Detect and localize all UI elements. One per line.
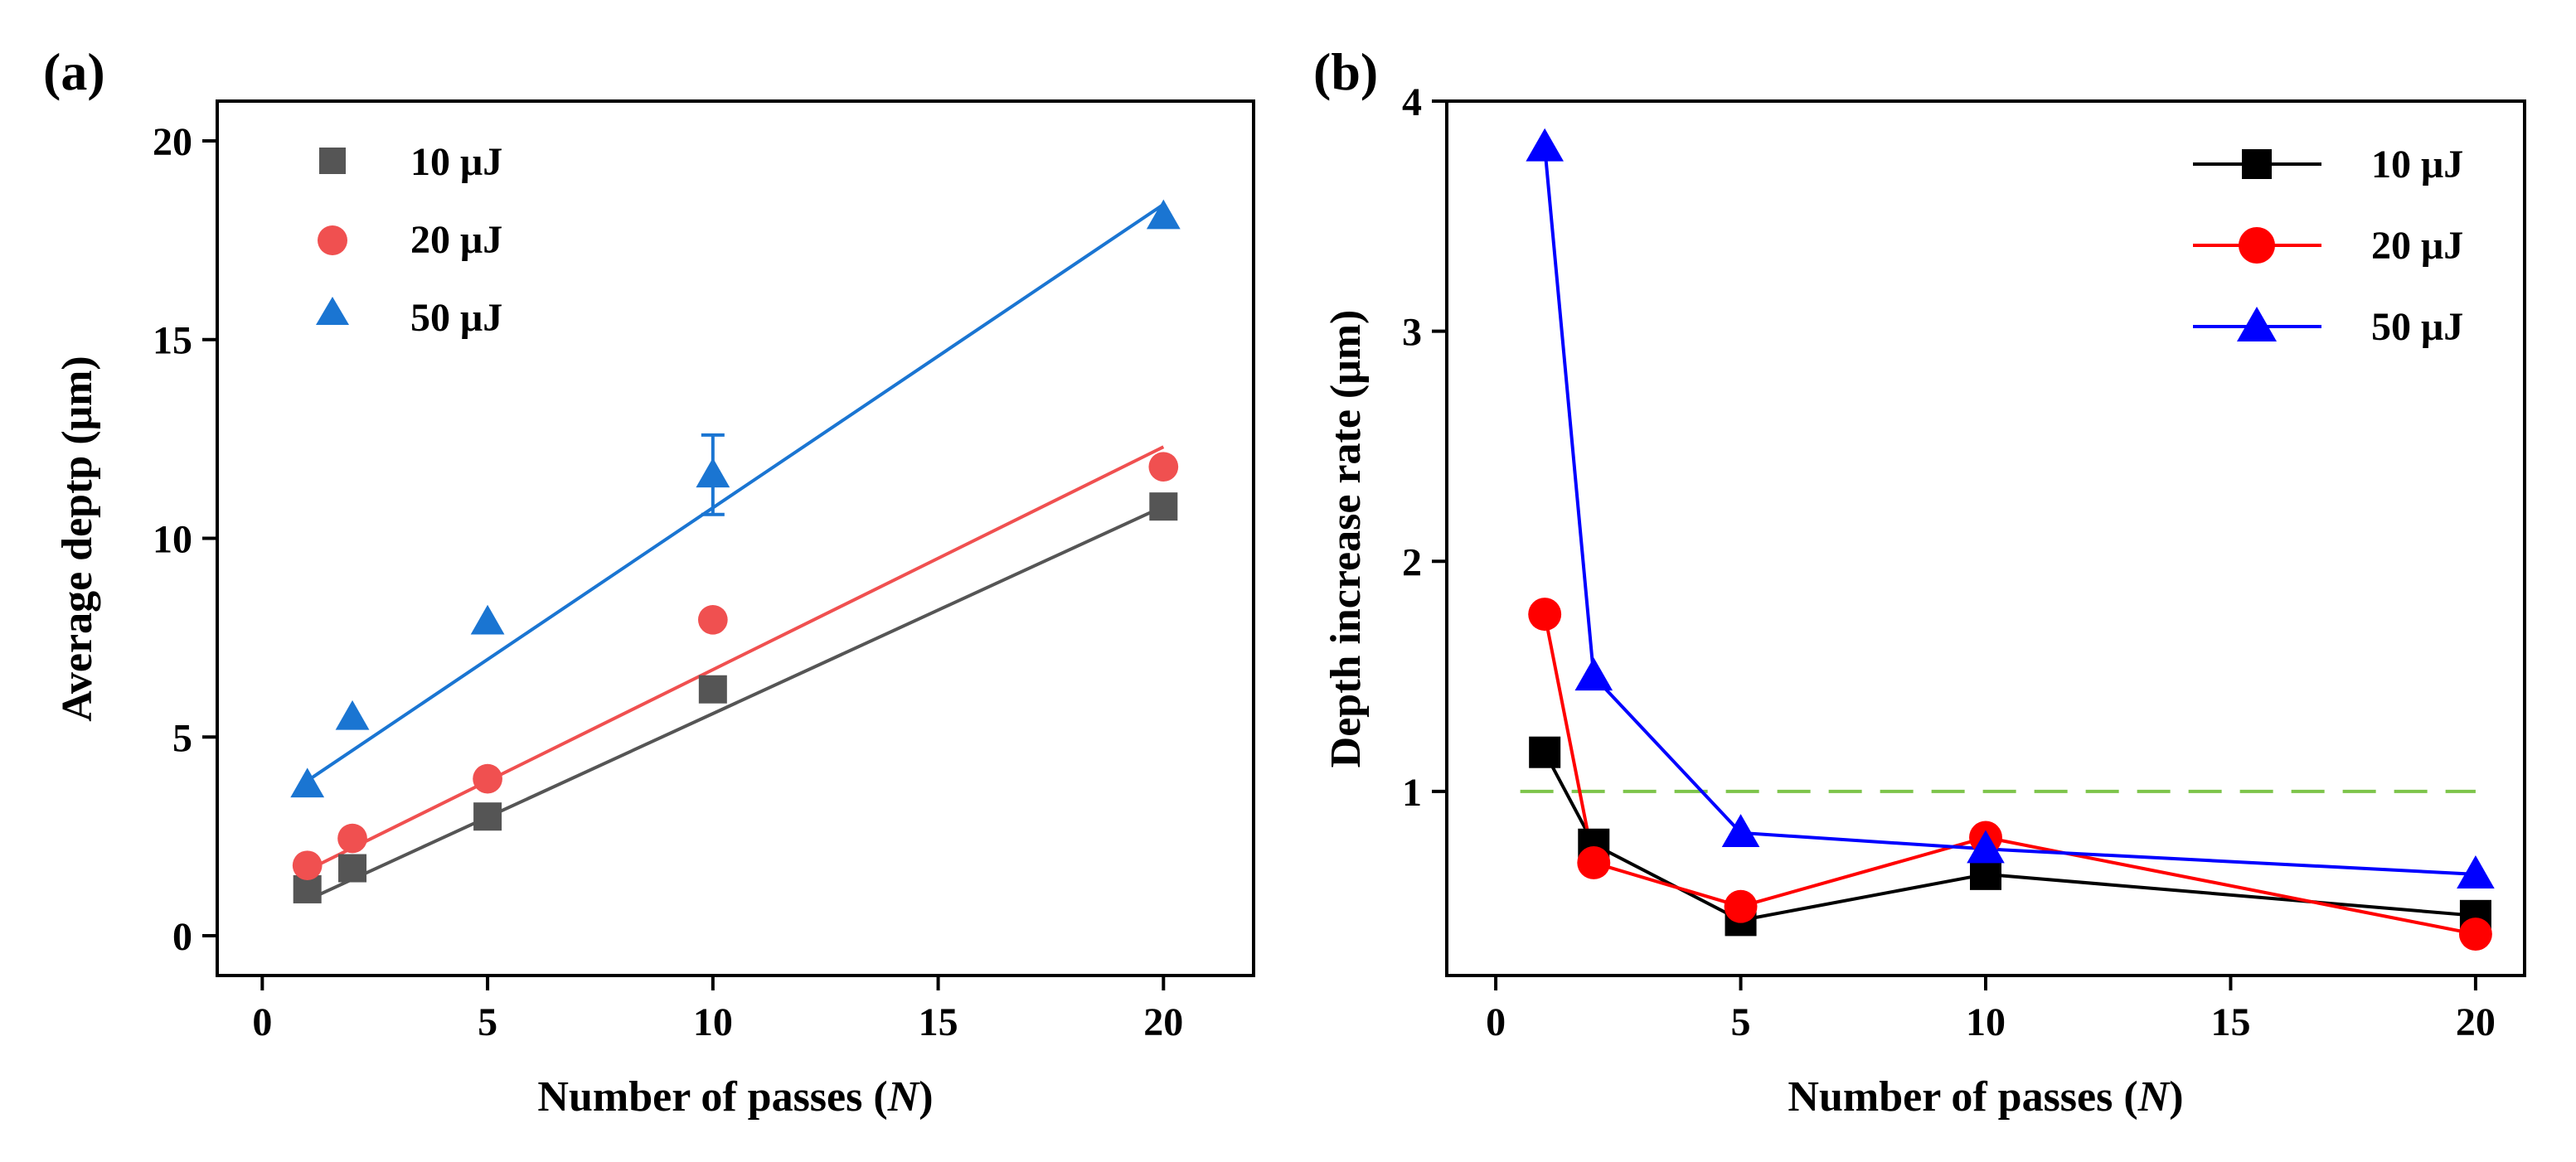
data-point-50uj: [696, 458, 730, 488]
legend-a-marker-20uj: [318, 225, 347, 255]
panel-a-y-tick-label: 0: [172, 915, 192, 959]
panel-b-x-tick-label: 15: [2210, 1000, 2250, 1044]
data-point-50uj: [335, 700, 370, 730]
data-point-20uj: [1528, 598, 1562, 632]
data-point-20uj: [1577, 846, 1611, 879]
data-point-10uj: [473, 802, 502, 831]
fit-line-10uj: [306, 505, 1165, 902]
data-point-20uj: [697, 604, 728, 635]
data-point-10uj: [338, 854, 367, 883]
panel-b-y-tick-label: 3: [1402, 311, 1422, 355]
data-point-20uj: [1724, 889, 1758, 923]
data-point-50uj: [1526, 128, 1564, 162]
panel-b-data-points: [1526, 128, 2495, 951]
panel-a-y-tick-label: 10: [153, 518, 192, 562]
panel-a-x-tick-label: 15: [919, 1000, 958, 1044]
data-point-20uj: [473, 763, 502, 794]
panel-a-x-tick-label: 20: [1143, 1000, 1183, 1044]
data-point-50uj: [1574, 657, 1613, 691]
data-point-50uj: [1146, 199, 1181, 230]
legend-a-marker-10uj: [319, 148, 346, 174]
panel-a-y-axis-title: Average deptp (μm): [54, 356, 101, 722]
panel-b-axis-ticks: 0 5 10 15 20 1 2 3 4: [1402, 80, 2496, 1044]
panel-a-x-tick-label: 10: [693, 1000, 733, 1044]
legend-a-label-10uj: 10 μJ: [410, 140, 502, 184]
fit-line-50uj: [306, 203, 1165, 782]
data-point-50uj: [1721, 814, 1760, 847]
legend-b-marker-20uj: [2239, 227, 2275, 264]
data-point-20uj: [337, 823, 367, 854]
data-point-50uj: [1967, 830, 2005, 864]
panel-b-y-tick-label: 1: [1402, 771, 1422, 815]
panel-a-label: (a): [43, 42, 105, 101]
panel-a: (a) 0 5 10 15 20 0 5 10 15 20 10 μJ 20 μJ 50 μJ N…: [43, 42, 1255, 1121]
data-point-10uj: [1529, 736, 1561, 768]
panel-a-y-tick-label: 20: [153, 120, 192, 164]
data-point-10uj: [698, 675, 727, 704]
legend-b-label-50uj: 50 μJ: [2371, 305, 2463, 349]
panel-b-x-tick-label: 10: [1966, 1000, 2006, 1044]
series-line-10uj: [1543, 751, 2477, 922]
legend-a-marker-50uj: [316, 297, 349, 325]
data-point-20uj: [2458, 917, 2492, 951]
legend-b-label-20uj: 20 μJ: [2371, 224, 2463, 268]
panel-b-y-axis-title: Depth increase rate (μm): [1322, 310, 1370, 768]
panel-a-axis-ticks: 0 5 10 15 20 0 5 10 15 20: [153, 120, 1183, 1044]
panel-a-x-tick-label: 5: [478, 1000, 497, 1044]
data-point-10uj: [1149, 492, 1178, 521]
panel-b-legend: 10 μJ 20 μJ 50 μJ: [2193, 143, 2463, 349]
panel-a-x-tick-label: 0: [252, 1000, 272, 1044]
panel-b-y-tick-label: 2: [1402, 540, 1422, 584]
panel-a-data-points: [290, 199, 1181, 903]
panel-a-fit-lines: [306, 203, 1165, 902]
legend-b-marker-10uj: [2242, 149, 2272, 179]
panel-a-y-tick-label: 5: [172, 716, 192, 760]
legend-b-marker-50uj: [2237, 307, 2277, 341]
panel-b-x-tick-label: 5: [1731, 1000, 1751, 1044]
legend-a-label-20uj: 20 μJ: [410, 218, 502, 262]
panel-b-x-tick-label: 0: [1486, 1000, 1506, 1044]
panel-b-label: (b): [1313, 42, 1378, 101]
panel-b: (b) 0 5 10 15 20 1 2 3 4 10 μJ 20 μJ 50 μJ Numbe…: [1313, 42, 2526, 1121]
data-point-10uj: [1970, 858, 2001, 890]
panel-b-series-lines: [1543, 147, 2477, 936]
legend-a-label-50uj: 50 μJ: [410, 296, 502, 340]
panel-b-y-tick-label: 4: [1402, 80, 1422, 124]
data-point-50uj: [290, 767, 325, 798]
data-point-20uj: [1148, 452, 1179, 482]
data-point-20uj: [292, 850, 323, 881]
panel-a-legend: 10 μJ 20 μJ 50 μJ: [316, 140, 502, 340]
data-point-50uj: [2457, 855, 2495, 888]
data-point-50uj: [470, 604, 505, 635]
fit-line-20uj: [306, 445, 1165, 872]
panel-b-x-axis-title: Number of passes (N): [1788, 1073, 2183, 1121]
legend-b-label-10uj: 10 μJ: [2371, 143, 2463, 186]
panel-a-x-axis-title: Number of passes (N): [537, 1073, 933, 1121]
panel-b-x-tick-label: 20: [2456, 1000, 2496, 1044]
series-line-50uj: [1543, 147, 2477, 876]
panel-a-y-tick-label: 15: [153, 319, 192, 363]
